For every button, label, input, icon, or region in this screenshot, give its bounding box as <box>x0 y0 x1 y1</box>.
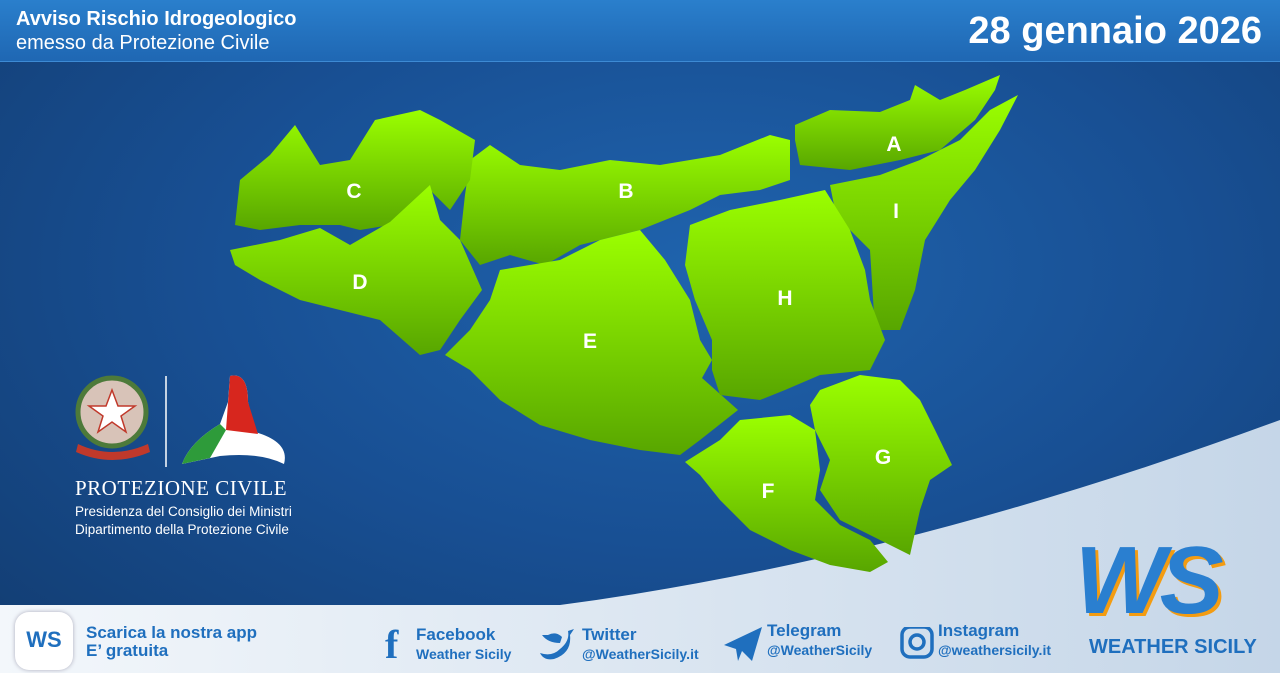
zone-i[interactable] <box>830 95 1018 330</box>
app-icon[interactable]: WS <box>15 612 73 670</box>
instagram-icon <box>900 627 934 659</box>
zone-label: E <box>583 330 597 353</box>
zone-label: D <box>352 271 367 294</box>
zone-label: A <box>886 133 901 156</box>
zone-label: G <box>875 446 891 469</box>
logo-line2: Dipartimento della Protezione Civile <box>75 522 289 537</box>
zone-label: C <box>346 180 361 203</box>
zone-label: I <box>893 200 899 223</box>
zone-label: H <box>777 287 792 310</box>
zone-g[interactable] <box>810 375 952 555</box>
zone-label: F <box>762 480 775 503</box>
zone-label: B <box>618 180 633 203</box>
zone-b[interactable] <box>460 135 790 265</box>
telegram-icon <box>724 627 762 661</box>
zone-c[interactable] <box>235 110 475 230</box>
app-line2: E’ gratuita <box>86 641 169 660</box>
zone-a[interactable] <box>795 75 1000 170</box>
logo-line1: Presidenza del Consiglio dei Ministri <box>75 504 292 519</box>
subtitle: emesso da Protezione Civile <box>16 32 270 54</box>
date: 28 gennaio 2026 <box>968 10 1262 52</box>
header: Avviso Rischio Idrogeologico emesso da P… <box>0 0 1280 62</box>
logo-name: PROTEZIONE CIVILE <box>75 476 288 500</box>
zone-h[interactable] <box>685 190 885 400</box>
zone-d[interactable] <box>230 185 482 355</box>
zone-f[interactable] <box>685 415 888 572</box>
footer: WS Scarica la nostra app E’ gratuita f F… <box>0 605 1280 673</box>
facebook-icon: f <box>385 622 399 667</box>
app-line1[interactable]: Scarica la nostra app <box>86 623 258 642</box>
title: Avviso Rischio Idrogeologico <box>16 8 297 30</box>
zone-e[interactable] <box>445 230 738 455</box>
twitter-icon <box>540 629 574 660</box>
emblem-icon <box>75 375 285 467</box>
weather-sicily-logo: WS WEATHER SICILY <box>1075 527 1257 658</box>
footer-wave <box>0 420 1280 673</box>
